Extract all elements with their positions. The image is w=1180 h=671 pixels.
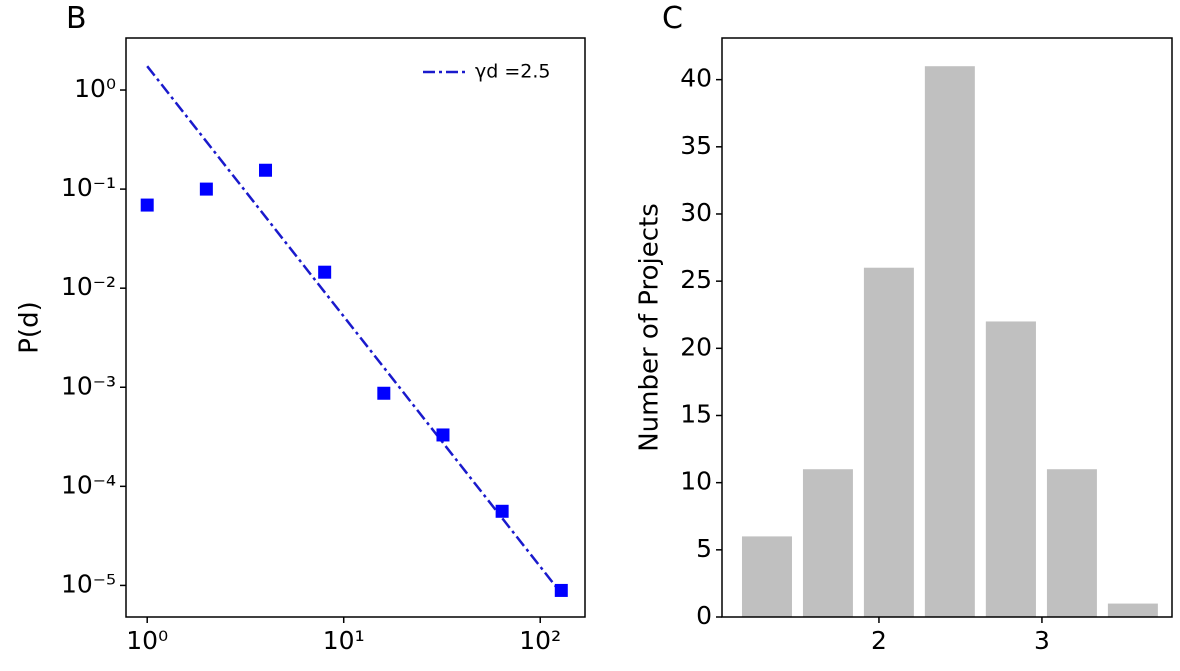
legend-label: γd =2.5	[475, 61, 550, 83]
y-tick-label: 10⁻²	[61, 272, 116, 301]
bar	[924, 66, 975, 618]
point	[259, 163, 273, 177]
y-tick-label: 10⁻⁵	[61, 569, 116, 598]
y-tick-label: 0	[696, 601, 712, 630]
bar	[802, 469, 853, 617]
y-axis-label: P(d)	[15, 301, 45, 353]
y-tick-label: 40	[680, 64, 712, 93]
y-tick-label: 30	[680, 198, 712, 227]
x-tick-label: 3	[1034, 626, 1050, 655]
bar	[741, 536, 792, 617]
fit-line	[146, 65, 563, 595]
y-tick-label: 10⁰	[74, 74, 116, 103]
bar	[863, 267, 914, 617]
point	[436, 428, 450, 442]
point	[140, 198, 154, 212]
x-tick-label: 10¹	[323, 626, 365, 655]
y-tick-label: 25	[680, 265, 712, 294]
y-tick-label: 20	[680, 332, 712, 361]
panel-label: B	[66, 1, 87, 36]
x-tick-label: 10²	[519, 626, 561, 655]
x-tick-label: 2	[871, 626, 887, 655]
bar	[985, 321, 1036, 617]
panel-label: C	[662, 1, 683, 36]
y-tick-label: 10	[680, 467, 712, 496]
point	[377, 386, 391, 400]
y-tick-label: 10⁻¹	[61, 173, 116, 202]
y-tick-label: 35	[680, 131, 712, 160]
axes-frame	[125, 37, 586, 618]
point	[554, 583, 568, 597]
y-tick-label: 10⁻³	[61, 371, 116, 400]
axes-frame	[721, 37, 1173, 618]
bar	[1046, 469, 1097, 617]
point	[199, 182, 213, 196]
point	[495, 504, 509, 518]
y-tick-label: 5	[696, 534, 712, 563]
y-axis-label: Number of Projects	[635, 203, 665, 452]
bar	[1107, 603, 1158, 617]
point	[318, 265, 332, 279]
y-tick-label: 15	[680, 399, 712, 428]
y-tick-label: 10⁻⁴	[61, 470, 116, 499]
x-tick-label: 10⁰	[126, 626, 168, 655]
